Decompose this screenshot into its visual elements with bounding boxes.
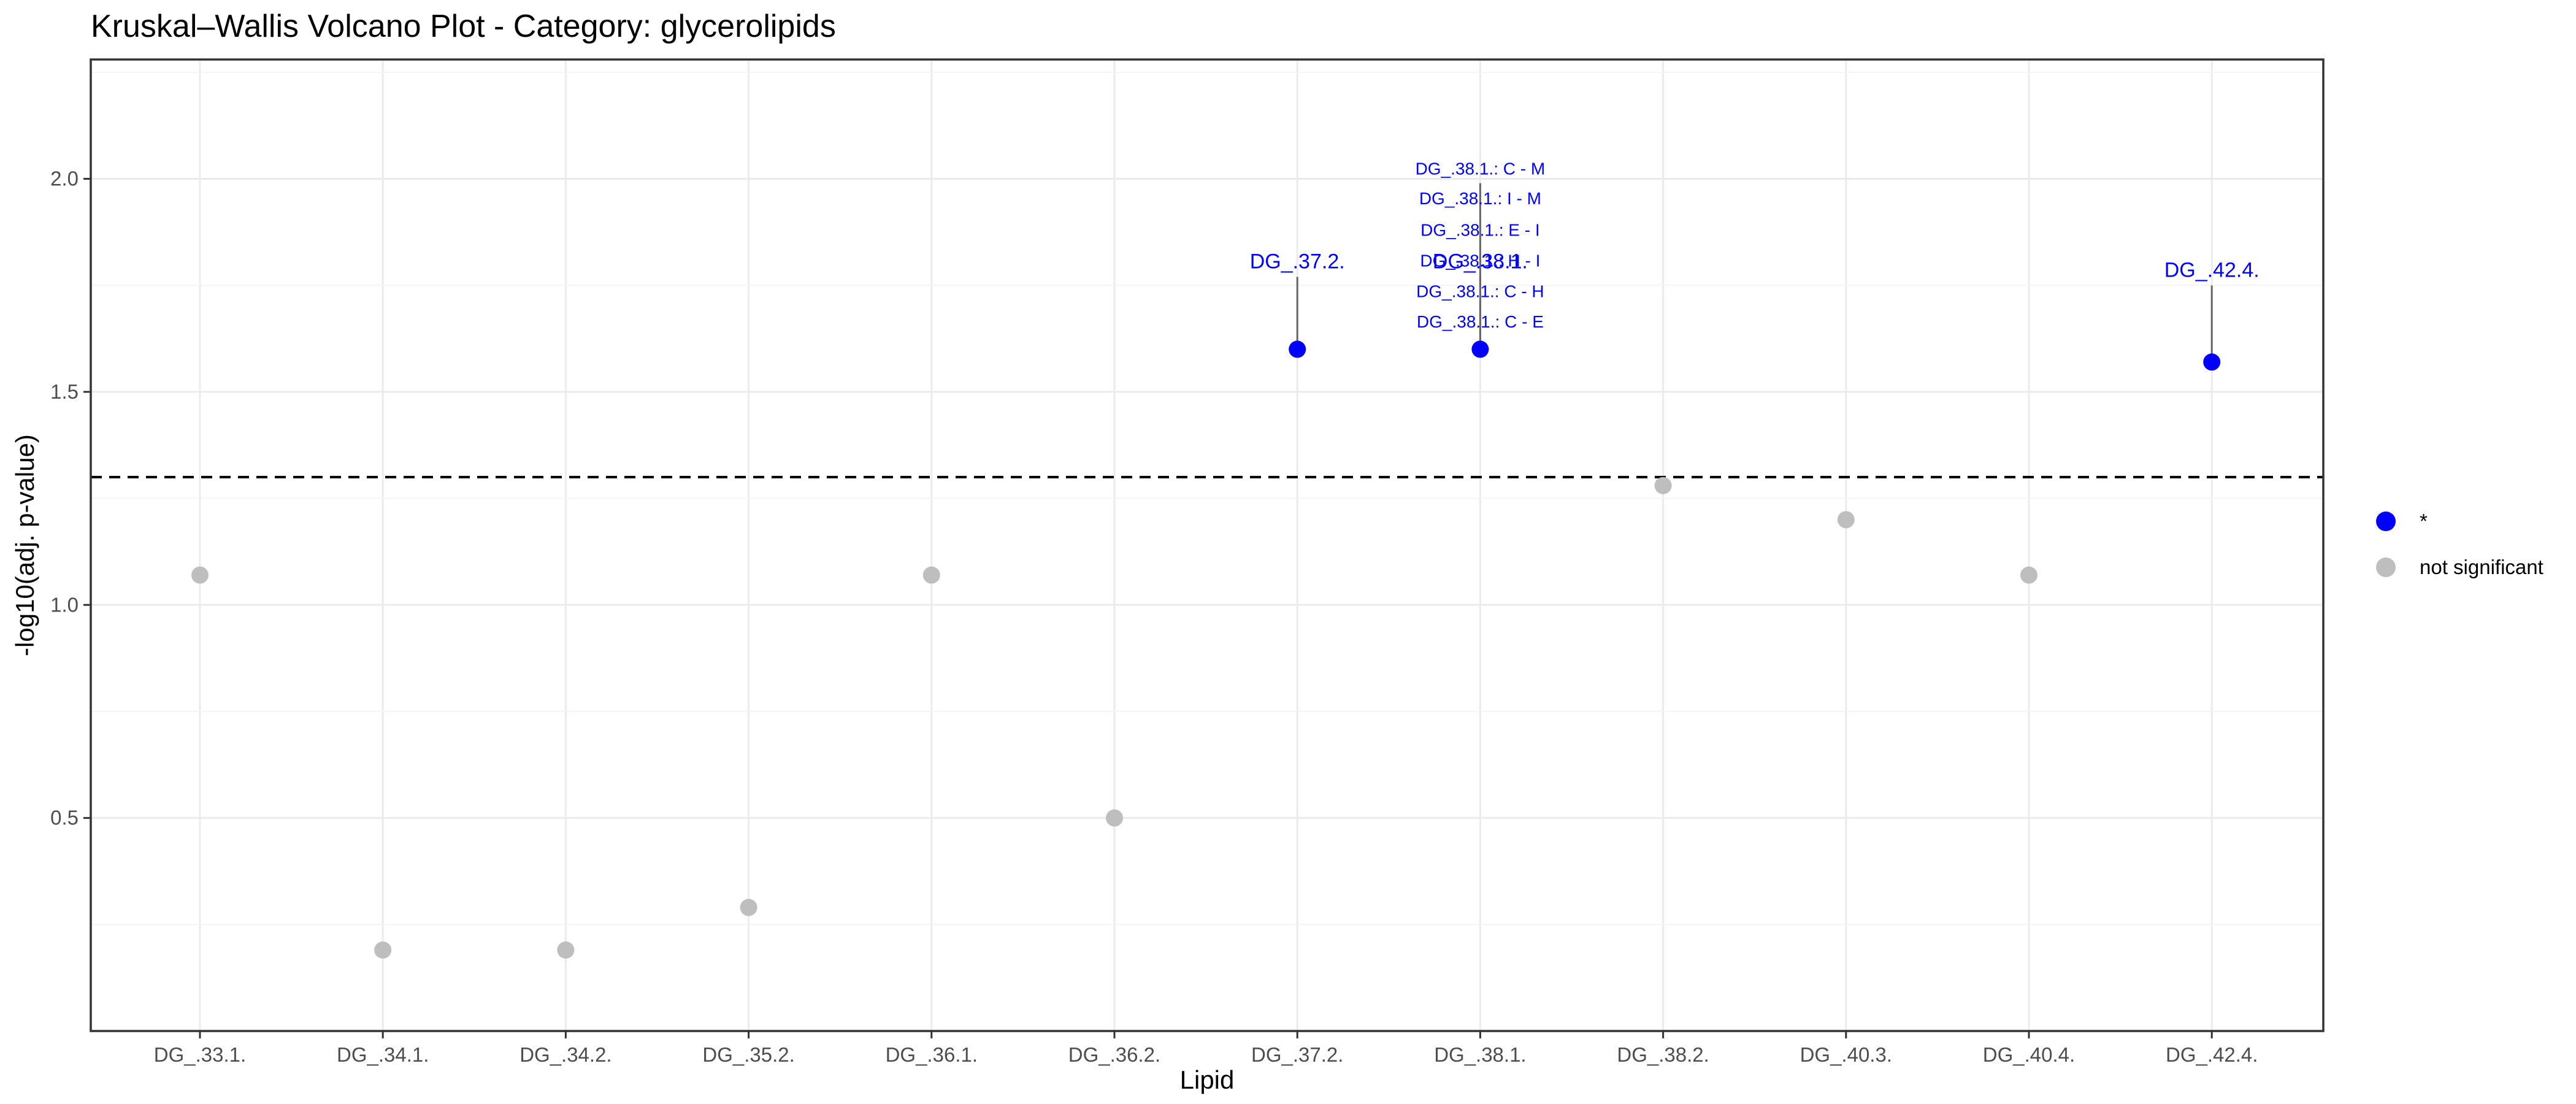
data-point: [2203, 353, 2221, 371]
y-axis: 0.5 1.0 1.5 2.0: [50, 167, 91, 829]
data-point: [374, 941, 392, 959]
annotation-label: DG_.38.1.: C - E: [1417, 312, 1544, 331]
x-tick-label: DG_.40.4.: [1983, 1043, 2075, 1066]
x-tick-label: DG_.38.2.: [1617, 1043, 1709, 1066]
annotation-segments: [1296, 183, 2213, 362]
x-tick-label: DG_.36.2.: [1068, 1043, 1160, 1066]
grid-lines: [91, 59, 2323, 1031]
annotation-label: DG_.38.1.: [1433, 250, 1528, 273]
x-tick-label: DG_.40.3.: [1800, 1043, 1892, 1066]
x-tick-label: DG_.42.4.: [2166, 1043, 2258, 1066]
annotation-label: DG_.38.1.: E - I: [1420, 221, 1540, 240]
data-point: [557, 941, 575, 959]
legend-key: [2376, 558, 2396, 577]
data-point: [922, 566, 940, 584]
chart-title: Kruskal–Wallis Volcano Plot - Category: …: [91, 9, 836, 44]
y-tick-label: 0.5: [50, 807, 79, 829]
annotation-label: DG_.38.1.: I - M: [1419, 189, 1541, 208]
x-tick-label: DG_.37.2.: [1251, 1043, 1343, 1066]
annotation-label: DG_.38.1.: H - I: [1420, 251, 1540, 270]
annotation-labels: DG_.37.2. DG_.38.1. DG_.42.4. DG_.38.1.: C …: [1250, 159, 2260, 331]
data-points: [191, 340, 2221, 959]
data-point: [1654, 477, 1672, 494]
y-axis-title: -log10(adj. p-value): [10, 434, 39, 656]
data-point: [191, 566, 209, 584]
legend-label: not significant: [2420, 556, 2543, 578]
annotation-label: DG_.42.4.: [2164, 258, 2260, 282]
x-tick-label: DG_.34.2.: [519, 1043, 611, 1066]
y-tick-label: 1.5: [50, 380, 79, 403]
data-point: [740, 899, 757, 916]
y-tick-label: 1.0: [50, 593, 79, 616]
data-point: [2020, 566, 2037, 584]
data-point: [1471, 340, 1489, 358]
annotation-label: DG_.38.1.: C - H: [1416, 282, 1544, 301]
legend-label: *: [2420, 510, 2428, 532]
x-tick-label: DG_.34.1.: [337, 1043, 429, 1066]
y-tick-label: 2.0: [50, 167, 79, 190]
plot-panel: [91, 59, 2323, 1031]
x-tick-label: DG_.38.1.: [1434, 1043, 1526, 1066]
legend: * not significant: [2376, 510, 2543, 578]
plot-border: [90, 58, 2325, 1032]
x-axis-title: Lipid: [1180, 1065, 1235, 1094]
x-tick-label: DG_.36.1.: [886, 1043, 978, 1066]
x-tick-label: DG_.33.1.: [154, 1043, 246, 1066]
legend-key: [2376, 512, 2396, 531]
annotation-label: DG_.38.1.: C - M: [1416, 159, 1546, 178]
data-point: [1837, 511, 1855, 529]
data-point: [1106, 809, 1123, 827]
annotation-label: DG_.37.2.: [1250, 250, 1345, 273]
x-tick-label: DG_.35.2.: [702, 1043, 794, 1066]
x-axis: DG_.33.1. DG_.34.1. DG_.34.2. DG_.35.2. DG_.…: [154, 1031, 2258, 1066]
data-point: [1289, 340, 1306, 358]
